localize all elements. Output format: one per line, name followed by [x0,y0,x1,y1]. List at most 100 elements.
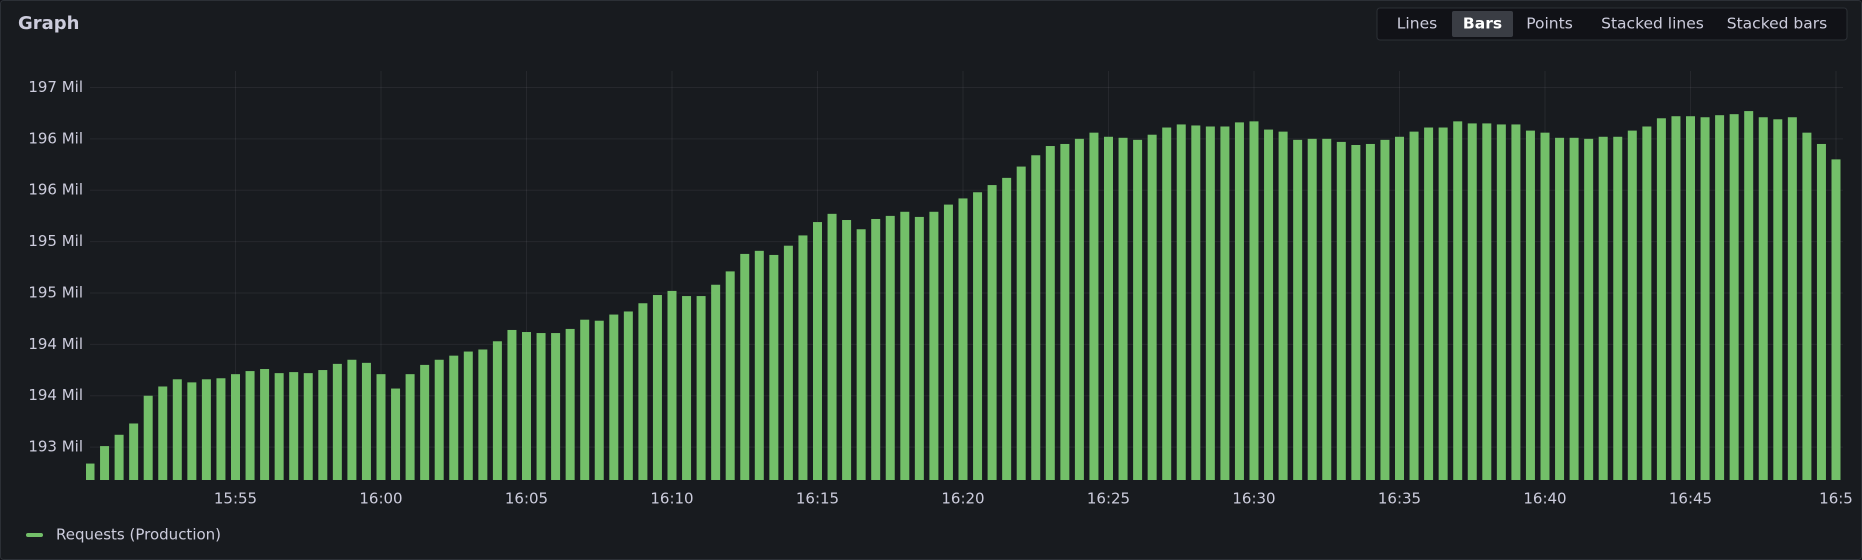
bar [842,220,852,480]
legend-swatch [26,533,43,537]
view-button-label: Stacked bars [1727,15,1827,33]
bar [1584,138,1594,480]
bar [1074,138,1084,480]
bar [623,311,633,480]
bar [1205,126,1215,480]
bar [1220,126,1230,480]
view-button[interactable]: Stacked lines [1601,15,1704,33]
bar [507,329,517,480]
bar [172,379,182,480]
view-button[interactable]: Stacked bars [1727,15,1827,33]
bar [1598,136,1608,480]
bar [143,395,153,480]
bar [958,198,968,481]
bar [725,271,735,480]
x-tick-label: 16:5 [1819,490,1853,508]
bar [1045,146,1055,481]
bar [754,250,764,480]
bar [1322,138,1332,480]
bar [1715,115,1725,480]
bar [551,333,561,480]
bar [1613,136,1623,480]
bar [943,204,953,481]
x-tick-label: 16:25 [1087,490,1130,508]
bar [1453,121,1463,480]
bar [1671,116,1681,481]
view-button-label: Points [1526,15,1573,33]
bar [1627,130,1637,480]
y-tick-label: 195 Mil [28,232,83,250]
bar [769,254,779,480]
x-tick-label: 16:10 [650,490,693,508]
view-button[interactable]: Bars [1452,11,1513,37]
bar [1118,137,1128,480]
y-tick-label: 197 Mil [28,78,83,96]
bar [565,328,575,480]
y-tick-label: 196 Mil [28,181,83,199]
y-tick-label: 196 Mil [28,129,83,147]
bar [1802,132,1812,480]
bar [813,222,822,481]
bar [434,359,444,480]
bar [1351,144,1361,481]
bar [783,245,793,480]
bar [347,359,357,480]
bar [1060,143,1070,480]
bar [260,369,270,480]
bar [1482,123,1492,480]
bar [1686,116,1695,481]
bar [1147,134,1157,480]
view-button-label: Bars [1463,15,1502,33]
bar [231,374,240,480]
bar [1569,137,1579,480]
bar [1002,177,1012,480]
bar [86,463,95,480]
bar [973,192,983,481]
bar [129,423,139,480]
x-tick-label: 16:40 [1523,490,1566,508]
bar [798,235,808,480]
bar [914,216,924,480]
bar [1191,125,1201,481]
bar [1729,114,1739,481]
bar [1438,127,1448,480]
bar [987,185,997,480]
bar [667,290,677,480]
x-tick-label: 16:30 [1232,490,1275,508]
bar [536,333,546,480]
bar [580,319,590,480]
bar [100,446,110,480]
bar [885,215,895,481]
bar [1409,131,1419,480]
bar [245,371,255,480]
bar [1787,117,1797,481]
legend-label: Requests (Production) [56,526,221,544]
x-tick-label: 15:55 [214,490,257,508]
view-button[interactable]: Points [1526,15,1573,33]
bar [1773,119,1783,480]
bar [391,388,401,480]
x-tick-label: 16:20 [941,490,984,508]
bar [1467,123,1477,480]
bar [303,373,313,480]
bar [1176,124,1186,480]
bar [856,229,866,480]
bar [1089,132,1099,480]
bar [1380,139,1390,481]
bar [1700,117,1710,481]
bar [318,370,328,480]
bar [216,378,226,480]
bar [492,341,502,480]
x-tick-label: 16:15 [796,490,839,508]
x-tick-label: 16:05 [505,490,548,508]
view-button[interactable]: Lines [1397,15,1437,33]
bar [332,363,342,480]
bar [1816,143,1826,480]
bar [929,211,939,480]
bar [1278,131,1288,480]
bar [522,332,531,480]
bar [1307,138,1317,480]
panel-title: Graph [18,13,80,34]
bar [201,379,211,480]
